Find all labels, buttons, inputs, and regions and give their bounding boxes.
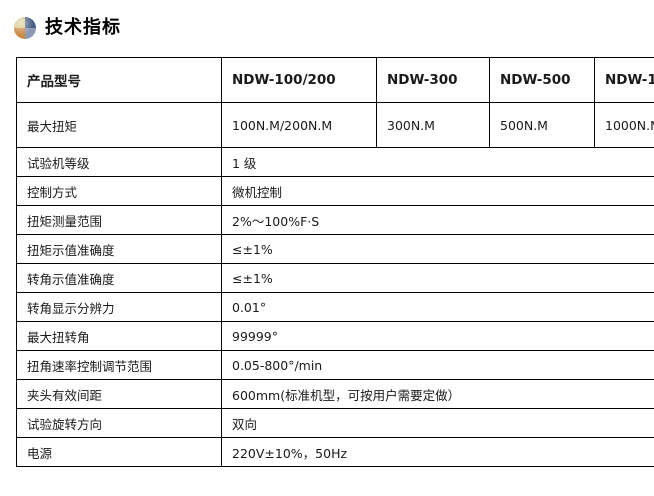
table-row: 扭矩测量范围 2%～100%F·S: [16, 205, 654, 235]
column-header-ndw-1000: NDW-1000: [594, 57, 654, 103]
row-label: 转角显示分辨力: [16, 292, 222, 322]
row-value: 0.01°: [221, 292, 654, 322]
column-header-ndw-300: NDW-300: [376, 57, 490, 103]
row-label: 试验机等级: [16, 147, 222, 177]
row-value: 0.05-800°/min: [221, 350, 654, 380]
row-label: 试验旋转方向: [16, 408, 222, 438]
table-row: 电源 220V±10%，50Hz: [16, 437, 654, 467]
row-value: 500N.M: [489, 102, 595, 148]
row-label: 最大扭转角: [16, 321, 222, 351]
row-value: 1 级: [221, 147, 654, 177]
row-value: 2%～100%F·S: [221, 205, 654, 235]
row-value: 600mm(标准机型，可按用户需要定做）: [221, 379, 654, 409]
row-label: 扭矩测量范围: [16, 205, 222, 235]
column-header-ndw-100-200: NDW-100/200: [221, 57, 377, 103]
table-row: 试验机等级 1 级: [16, 147, 654, 177]
sphere-quadrant-icon: [14, 17, 36, 39]
row-label: 电源: [16, 437, 222, 467]
row-value: 300N.M: [376, 102, 490, 148]
table-row: 扭矩示值准确度 ≤±1%: [16, 234, 654, 264]
column-header-product-model: 产品型号: [16, 57, 222, 103]
row-value: 99999°: [221, 321, 654, 351]
table-row: 控制方式 微机控制: [16, 176, 654, 206]
row-value: ≤±1%: [221, 234, 654, 264]
row-value: 1000N.M: [594, 102, 654, 148]
row-label: 转角示值准确度: [16, 263, 222, 293]
page-title: 技术指标: [45, 17, 121, 38]
table-body: 产品型号 NDW-100/200 NDW-300 NDW-500 NDW-100…: [16, 57, 654, 467]
technical-spec-table: 产品型号 NDW-100/200 NDW-300 NDW-500 NDW-100…: [16, 57, 654, 467]
row-label: 控制方式: [16, 176, 222, 206]
table-row: 扭角速率控制调节范围 0.05-800°/min: [16, 350, 654, 380]
table-row: 夹头有效间距 600mm(标准机型，可按用户需要定做）: [16, 379, 654, 409]
row-label: 夹头有效间距: [16, 379, 222, 409]
row-value: 100N.M/200N.M: [221, 102, 377, 148]
row-label: 扭矩示值准确度: [16, 234, 222, 264]
table-row: 试验旋转方向 双向: [16, 408, 654, 438]
row-value: ≤±1%: [221, 263, 654, 293]
table-row: 转角显示分辨力 0.01°: [16, 292, 654, 322]
table-row: 转角示值准确度 ≤±1%: [16, 263, 654, 293]
row-value: 220V±10%，50Hz: [221, 437, 654, 467]
table-row: 最大扭转角 99999°: [16, 321, 654, 351]
column-header-ndw-500: NDW-500: [489, 57, 595, 103]
table-row: 最大扭矩 100N.M/200N.M 300N.M 500N.M 1000N.M: [16, 102, 654, 148]
page-header: 技术指标: [14, 12, 121, 44]
row-label: 最大扭矩: [16, 102, 222, 148]
row-value: 微机控制: [221, 176, 654, 206]
row-value: 双向: [221, 408, 654, 438]
row-label: 扭角速率控制调节范围: [16, 350, 222, 380]
next-section-sphere-icon: [31, 491, 48, 496]
table-header-row: 产品型号 NDW-100/200 NDW-300 NDW-500 NDW-100…: [16, 57, 654, 103]
